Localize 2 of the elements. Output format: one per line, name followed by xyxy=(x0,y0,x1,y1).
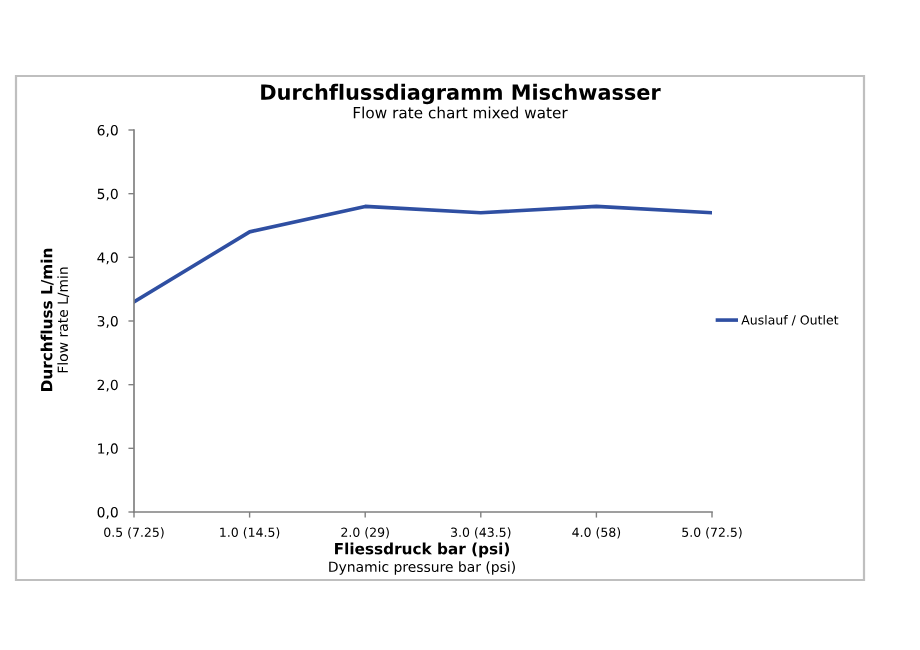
line-series xyxy=(134,204,712,304)
chart-title: Durchflussdiagramm Mischwasser xyxy=(261,83,661,105)
